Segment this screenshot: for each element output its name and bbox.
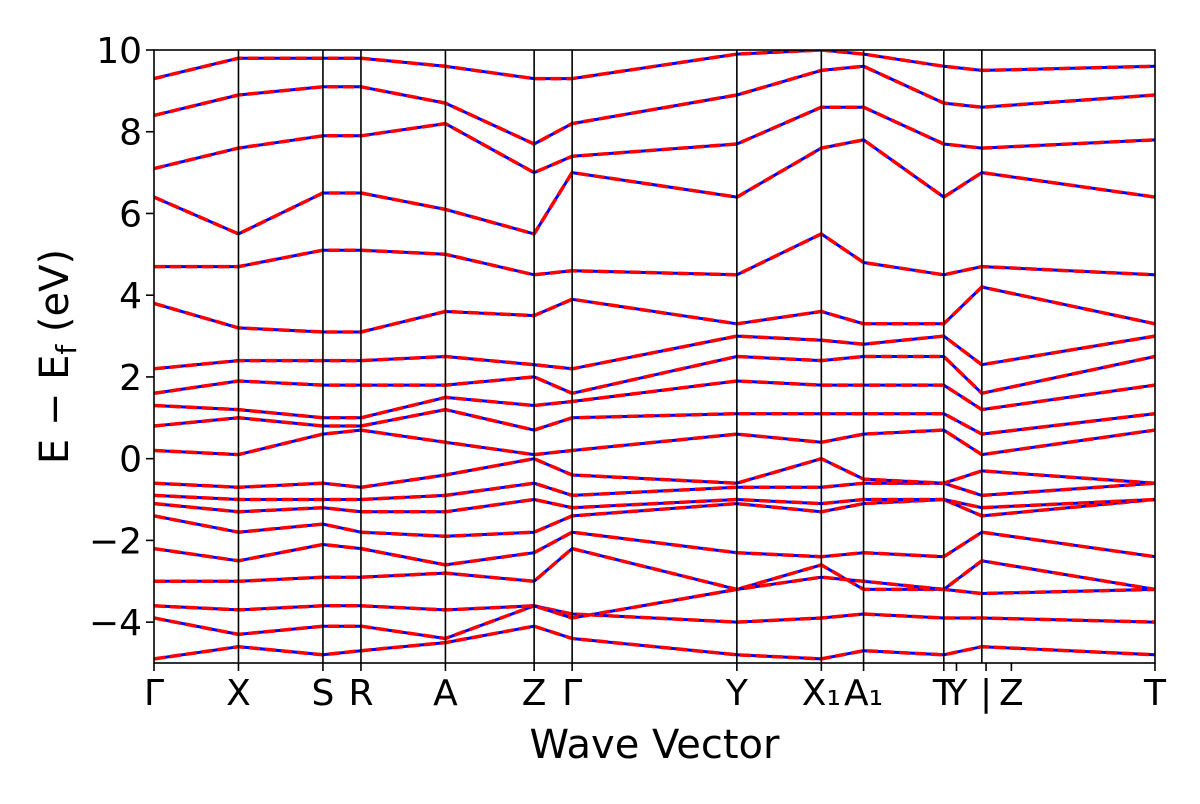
x-tick-label: S	[312, 673, 335, 714]
x-tick-label: Y	[725, 673, 749, 714]
band-11-red-dashed-line	[154, 379, 1155, 420]
band-4-red-dashed-line	[154, 530, 1155, 567]
y-tick-label: 10	[96, 31, 142, 72]
band-10-blue-line	[154, 408, 1155, 436]
plot-frame	[153, 49, 1156, 664]
y-tick-label: 0	[119, 440, 142, 481]
band-17-red-dashed-line	[154, 105, 1155, 175]
band-0-red-dashed-line	[154, 624, 1155, 661]
band-14-red-dashed-line	[154, 285, 1155, 334]
y-tick-label: −2	[89, 521, 142, 562]
band-16-red-dashed-line	[154, 138, 1155, 236]
x-tick-label: T	[932, 673, 956, 714]
y-tick-label: 4	[119, 276, 142, 317]
y-tick-label: 8	[119, 113, 142, 154]
x-tick-label: X	[226, 673, 251, 714]
band-19-red-dashed-line	[154, 50, 1155, 81]
band-8-red-dashed-line	[154, 456, 1155, 490]
x-axis-title: Wave Vector	[530, 722, 781, 768]
y-tick-label: 2	[119, 358, 142, 399]
y-axis-title-main: E − E	[32, 355, 78, 465]
y-ticks: −4 −2 0 2 4 6 8 10	[89, 31, 154, 644]
band-1-red-dashed-line	[154, 604, 1155, 641]
y-axis-title: E − Ef (eV)	[32, 249, 83, 464]
band-13-red-dashed-line	[154, 334, 1155, 371]
band-16-blue-line	[154, 138, 1155, 236]
x-tick-label: Y	[944, 673, 968, 714]
bands-layer	[154, 50, 1155, 661]
band-1-blue-line	[154, 604, 1155, 640]
band-2-red-dashed-line	[154, 563, 1155, 620]
x-tick-label: Γ	[144, 673, 164, 714]
high-symmetry-lines	[237, 50, 983, 663]
band-11-blue-line	[154, 379, 1155, 420]
x-tick-label: A	[433, 673, 458, 714]
x-tick-label: A₁	[844, 673, 883, 714]
band-14-blue-line	[154, 285, 1155, 334]
band-19-blue-line	[154, 50, 1155, 81]
x-tick-label: T	[1143, 673, 1167, 714]
band-18-red-dashed-line	[154, 64, 1155, 146]
band-3-red-dashed-line	[154, 546, 1155, 592]
y-tick-label: −4	[89, 603, 142, 644]
x-tick-label: R	[348, 673, 373, 714]
x-ticks: Γ X S R A Z Γ Y X₁ A₁ TY | Z T	[144, 663, 1167, 714]
band-9-red-dashed-line	[154, 428, 1155, 457]
y-tick-label: 6	[119, 194, 142, 235]
x-tick-label: Γ	[562, 673, 582, 714]
x-tick-label: X₁	[802, 673, 841, 714]
x-tick-label: Z	[522, 673, 547, 714]
y-axis-title-unit: (eV)	[32, 249, 78, 345]
x-tick-label: |	[980, 673, 992, 714]
x-tick-label: Z	[999, 673, 1024, 714]
y-axis-title-subscript: f	[50, 344, 83, 355]
